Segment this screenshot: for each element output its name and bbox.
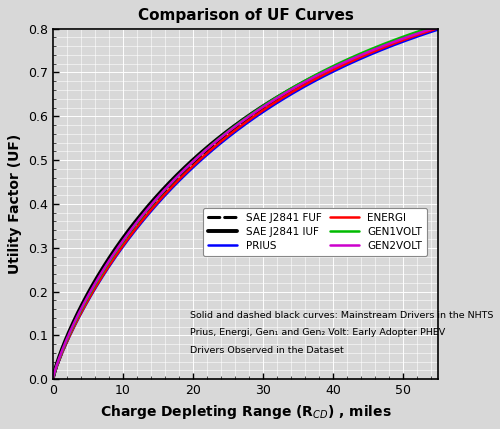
- SAE J2841 IUF: [307, 76, 313, 82]
- PRIUS: [118, 247, 124, 252]
- Text: Solid and dashed black curves: Mainstream Drivers in the NHTS: Solid and dashed black curves: Mainstrea…: [190, 311, 493, 320]
- GEN1VOLT: [307, 75, 313, 80]
- GEN2VOLT: [340, 60, 346, 66]
- Title: Comparison of UF Curves: Comparison of UF Curves: [138, 8, 354, 23]
- GEN1VOLT: [340, 59, 346, 64]
- PRIUS: [277, 99, 283, 104]
- SAE J2841 IUF: [224, 129, 230, 134]
- ENERGI: [277, 97, 283, 102]
- ENERGI: [434, 26, 440, 31]
- SAE J2841 FUF: [340, 61, 346, 66]
- PRIUS: [149, 208, 155, 213]
- GEN1VOLT: [277, 93, 283, 98]
- PRIUS: [340, 64, 346, 69]
- SAE J2841 IUF: [118, 239, 124, 244]
- GEN2VOLT: [149, 202, 155, 207]
- SAE J2841 IUF: [435, 26, 441, 31]
- Line: GEN2VOLT: GEN2VOLT: [53, 29, 438, 379]
- SAE J2841 FUF: [118, 244, 124, 249]
- Text: Prius, Energi, Gen₁ and Gen₂ Volt: Early Adopter PHEV: Prius, Energi, Gen₁ and Gen₂ Volt: Early…: [190, 329, 445, 338]
- Text: Drivers Observed in the Dataset: Drivers Observed in the Dataset: [190, 346, 344, 355]
- SAE J2841 FUF: [50, 377, 56, 382]
- GEN2VOLT: [307, 77, 313, 82]
- Line: PRIUS: PRIUS: [53, 30, 438, 379]
- GEN1VOLT: [118, 242, 124, 247]
- SAE J2841 FUF: [307, 77, 313, 82]
- GEN1VOLT: [149, 202, 155, 207]
- Line: ENERGI: ENERGI: [53, 29, 438, 379]
- GEN2VOLT: [430, 26, 436, 31]
- SAE J2841 IUF: [149, 199, 155, 205]
- Line: SAE J2841 IUF: SAE J2841 IUF: [53, 29, 438, 379]
- X-axis label: Charge Depleting Range (R$_{CD}$) , miles: Charge Depleting Range (R$_{CD}$) , mile…: [100, 403, 392, 421]
- ENERGI: [340, 63, 346, 68]
- GEN1VOLT: [424, 26, 430, 31]
- SAE J2841 IUF: [277, 93, 283, 98]
- GEN2VOLT: [224, 130, 230, 135]
- GEN1VOLT: [435, 26, 441, 31]
- GEN2VOLT: [277, 94, 283, 99]
- SAE J2841 FUF: [224, 132, 230, 137]
- ENERGI: [435, 26, 441, 31]
- Legend: SAE J2841 FUF, SAE J2841 IUF, PRIUS, ENERGI, GEN1VOLT, GEN2VOLT: SAE J2841 FUF, SAE J2841 IUF, PRIUS, ENE…: [203, 208, 427, 256]
- ENERGI: [118, 246, 124, 251]
- GEN2VOLT: [50, 377, 56, 382]
- PRIUS: [307, 81, 313, 86]
- SAE J2841 IUF: [432, 26, 438, 31]
- Y-axis label: Utility Factor (UF): Utility Factor (UF): [8, 134, 22, 274]
- ENERGI: [50, 377, 56, 382]
- GEN2VOLT: [118, 241, 124, 246]
- ENERGI: [149, 206, 155, 211]
- SAE J2841 FUF: [149, 204, 155, 209]
- ENERGI: [224, 134, 230, 139]
- GEN1VOLT: [224, 130, 230, 135]
- PRIUS: [435, 27, 441, 32]
- GEN1VOLT: [50, 377, 56, 382]
- GEN2VOLT: [435, 26, 441, 31]
- SAE J2841 FUF: [429, 26, 435, 31]
- SAE J2841 IUF: [50, 377, 56, 382]
- SAE J2841 FUF: [435, 26, 441, 31]
- Line: GEN1VOLT: GEN1VOLT: [53, 29, 438, 379]
- SAE J2841 IUF: [340, 60, 346, 66]
- Line: SAE J2841 FUF: SAE J2841 FUF: [53, 29, 438, 379]
- SAE J2841 FUF: [277, 95, 283, 100]
- ENERGI: [307, 79, 313, 85]
- PRIUS: [224, 136, 230, 141]
- PRIUS: [50, 377, 56, 382]
